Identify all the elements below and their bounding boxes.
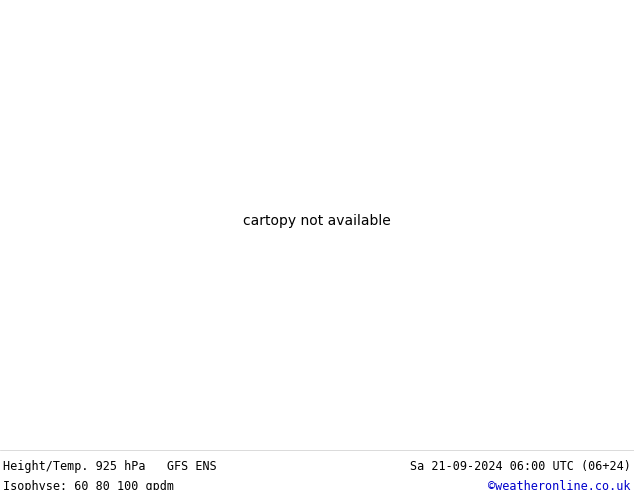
Text: ©weatheronline.co.uk: ©weatheronline.co.uk	[488, 480, 631, 490]
Text: Sa 21-09-2024 06:00 UTC (06+24): Sa 21-09-2024 06:00 UTC (06+24)	[410, 460, 631, 473]
Text: Isophyse: 60 80 100 gpdm: Isophyse: 60 80 100 gpdm	[3, 480, 174, 490]
Text: cartopy not available: cartopy not available	[243, 214, 391, 228]
Text: Height/Temp. 925 hPa   GFS ENS: Height/Temp. 925 hPa GFS ENS	[3, 460, 217, 473]
